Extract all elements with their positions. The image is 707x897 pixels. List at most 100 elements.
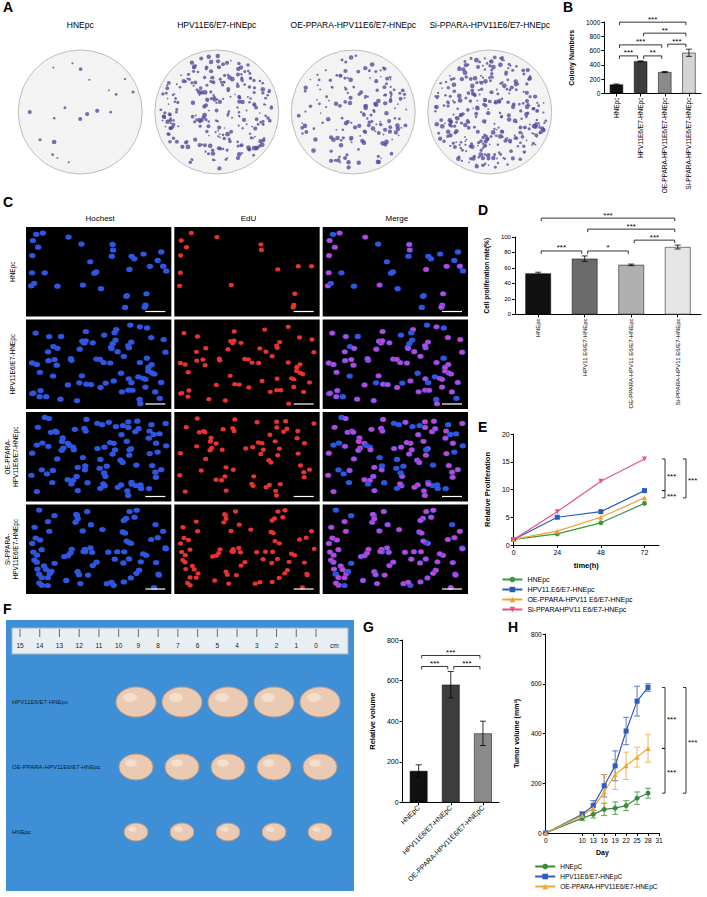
svg-text:HPV11E6/E7-HNEpC: HPV11E6/E7-HNEpC (560, 873, 622, 881)
svg-text:HNEpc: HNEpc (9, 261, 17, 282)
svg-text:EdU: EdU (241, 214, 257, 223)
svg-text:0: 0 (314, 642, 318, 649)
svg-text:***: *** (650, 233, 659, 242)
svg-text:0: 0 (538, 830, 542, 837)
svg-text:10: 10 (502, 486, 510, 493)
svg-text:HPV11E6/E7-HNEpc: HPV11E6/E7-HNEpc (637, 97, 645, 158)
svg-text:***: *** (603, 211, 612, 220)
svg-text:**: ** (650, 48, 656, 57)
svg-text:13: 13 (56, 642, 64, 649)
svg-text:***: *** (462, 659, 471, 668)
svg-text:Si-PPARA-HPV11 E6/E7-HNEpc: Si-PPARA-HPV11 E6/E7-HNEpc (675, 318, 681, 405)
svg-text:***: *** (627, 222, 636, 231)
svg-text:HNEpc: HNEpc (67, 20, 95, 30)
svg-text:HPV11E6/E7-HNEpc: HPV11E6/E7-HNEpc (12, 699, 68, 705)
svg-text:16: 16 (601, 837, 609, 844)
svg-text:40: 40 (504, 280, 511, 286)
svg-text:HNEpc: HNEpc (613, 97, 621, 118)
svg-text:HNEpc: HNEpc (12, 829, 31, 835)
svg-text:12: 12 (76, 642, 84, 649)
svg-text:15: 15 (16, 642, 24, 649)
svg-text:***: *** (667, 492, 676, 501)
svg-text:Merge: Merge (385, 214, 408, 223)
svg-text:200: 200 (387, 758, 399, 765)
svg-text:HPV11E6/E7-HNEpc: HPV11E6/E7-HNEpc (177, 20, 257, 30)
svg-text:0: 0 (506, 542, 510, 549)
svg-text:time(h): time(h) (574, 561, 600, 570)
svg-text:HPV11 E6/E7-HNEpc: HPV11 E6/E7-HNEpc (582, 318, 588, 376)
svg-text:400: 400 (531, 730, 542, 737)
svg-text:***: *** (624, 48, 633, 57)
svg-text:60: 60 (504, 265, 511, 271)
svg-text:HPV11E6/E7-HNEpc: HPV11E6/E7-HNEpc (9, 333, 17, 394)
svg-text:600: 600 (531, 680, 542, 687)
svg-text:6: 6 (196, 642, 200, 649)
svg-text:13: 13 (590, 837, 598, 844)
svg-text:HNEpC: HNEpC (399, 804, 421, 826)
svg-text:1: 1 (294, 642, 298, 649)
svg-text:***: *** (688, 476, 697, 485)
svg-text:11: 11 (96, 642, 103, 649)
svg-text:0: 0 (508, 311, 512, 317)
svg-text:***: *** (636, 37, 645, 46)
svg-text:80: 80 (504, 249, 511, 255)
svg-text:***: *** (557, 243, 566, 252)
svg-text:***: *** (672, 37, 681, 46)
svg-text:20: 20 (502, 431, 510, 438)
svg-text:HNEpc: HNEpc (535, 318, 541, 337)
svg-text:400: 400 (590, 61, 601, 68)
svg-text:Cell proliferation rate(%): Cell proliferation rate(%) (483, 238, 491, 313)
svg-text:1000: 1000 (586, 19, 601, 26)
svg-text:22: 22 (623, 837, 631, 844)
svg-text:Relative volume: Relative volume (368, 693, 377, 750)
svg-text:OE-PPARA-HPV11E6/E7-HNEpC: OE-PPARA-HPV11E6/E7-HNEpC (560, 883, 658, 891)
svg-text:19: 19 (612, 837, 620, 844)
svg-text:HPV11E6/E7-HNEpC: HPV11E6/E7-HNEpC (401, 804, 454, 857)
svg-text:OE-PPARA-HPV11E6/E7-HNEpc: OE-PPARA-HPV11E6/E7-HNEpc (12, 764, 100, 770)
svg-text:600: 600 (590, 47, 601, 54)
svg-text:HNEpC: HNEpC (560, 863, 582, 871)
svg-text:7: 7 (176, 642, 180, 649)
svg-text:20: 20 (504, 296, 511, 302)
svg-text:**: ** (662, 26, 668, 35)
svg-text:4: 4 (235, 642, 239, 649)
svg-text:2: 2 (275, 642, 279, 649)
svg-text:***: *** (446, 648, 455, 657)
svg-text:***: *** (430, 659, 439, 668)
svg-text:Colony Numbers: Colony Numbers (568, 30, 576, 86)
svg-text:Si-PPARA-: Si-PPARA- (4, 533, 11, 565)
svg-text:14: 14 (36, 642, 44, 649)
svg-text:10: 10 (579, 837, 587, 844)
svg-text:400: 400 (387, 718, 399, 725)
svg-text:Si-PPARA-HPV11E6/E7-HNEpc: Si-PPARA-HPV11E6/E7-HNEpc (685, 97, 693, 190)
svg-text:800: 800 (387, 637, 399, 644)
svg-text:800: 800 (531, 631, 542, 638)
svg-text:0: 0 (544, 837, 548, 844)
svg-text:0: 0 (597, 90, 601, 97)
svg-text:9: 9 (137, 642, 141, 649)
svg-text:OE-PPARA-HPV11 E6/E7-HNEpc: OE-PPARA-HPV11 E6/E7-HNEpc (527, 596, 633, 604)
svg-text:cm: cm (330, 642, 339, 649)
svg-text:100: 100 (501, 234, 512, 240)
svg-text:28: 28 (644, 837, 652, 844)
svg-text:5: 5 (216, 642, 220, 649)
svg-text:5: 5 (506, 514, 510, 521)
svg-text:HPV11E6/E7-HNEpc: HPV11E6/E7-HNEpc (12, 426, 20, 487)
svg-text:OE-PPARA-: OE-PPARA- (4, 439, 11, 474)
svg-text:31: 31 (655, 837, 663, 844)
svg-text:OE-PPARA-HPV11E6/E7-HNEpc: OE-PPARA-HPV11E6/E7-HNEpc (661, 97, 669, 194)
svg-text:200: 200 (531, 780, 542, 787)
svg-text:OE-PPARA-HPV11 E6/E7-HNEpc: OE-PPARA-HPV11 E6/E7-HNEpc (628, 318, 634, 408)
svg-text:200: 200 (590, 76, 601, 83)
svg-text:Si-PPARA-HPV11E6/E7-HNEpc: Si-PPARA-HPV11E6/E7-HNEpc (429, 20, 550, 30)
svg-text:25: 25 (633, 837, 641, 844)
svg-text:48: 48 (597, 549, 605, 556)
svg-text:8: 8 (156, 642, 160, 649)
svg-text:0: 0 (512, 549, 516, 556)
svg-text:800: 800 (590, 33, 601, 40)
svg-text:24: 24 (553, 549, 561, 556)
svg-text:72: 72 (641, 549, 649, 556)
svg-text:Hochest: Hochest (85, 214, 115, 223)
svg-text:0: 0 (395, 799, 399, 806)
svg-text:HNEpc: HNEpc (527, 576, 550, 584)
